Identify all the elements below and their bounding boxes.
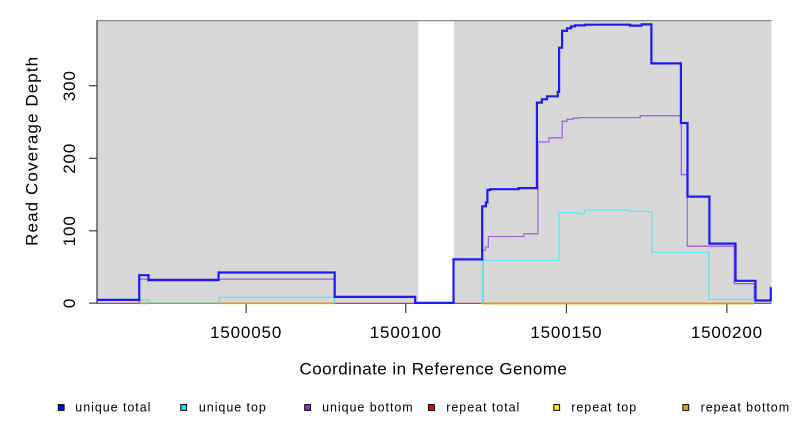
svg-text:unique top: unique top — [199, 401, 267, 415]
svg-text:Read Coverage Depth: Read Coverage Depth — [23, 56, 42, 246]
svg-text:1500150: 1500150 — [530, 323, 602, 342]
svg-text:1500200: 1500200 — [691, 323, 763, 342]
svg-text:300: 300 — [60, 70, 79, 101]
svg-text:unique total: unique total — [75, 401, 151, 415]
svg-text:200: 200 — [60, 143, 79, 174]
svg-text:repeat total: repeat total — [446, 401, 520, 415]
svg-text:unique bottom: unique bottom — [322, 401, 414, 415]
svg-text:100: 100 — [60, 215, 79, 246]
svg-text:1500050: 1500050 — [210, 323, 282, 342]
svg-text:1500100: 1500100 — [370, 323, 442, 342]
svg-text:repeat bottom: repeat bottom — [701, 401, 790, 415]
svg-text:Coordinate in Reference Genome: Coordinate in Reference Genome — [300, 360, 568, 379]
svg-text:repeat top: repeat top — [571, 401, 637, 415]
svg-text:0: 0 — [60, 299, 79, 308]
